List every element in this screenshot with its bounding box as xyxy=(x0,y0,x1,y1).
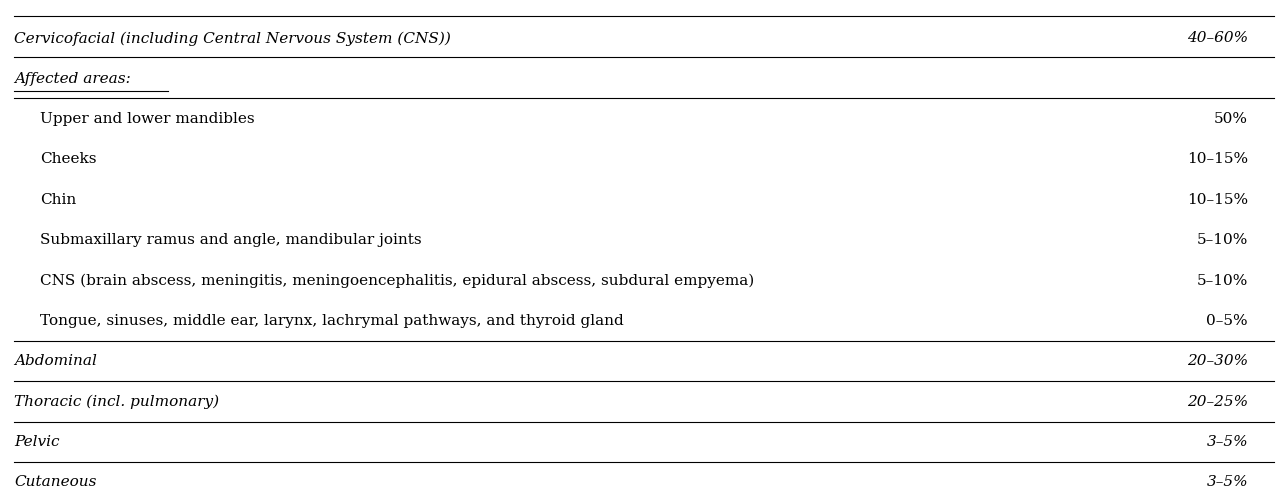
Text: 50%: 50% xyxy=(1215,112,1248,126)
Text: 5–10%: 5–10% xyxy=(1197,274,1248,288)
Text: CNS (brain abscess, meningitis, meningoencephalitis, epidural abscess, subdural : CNS (brain abscess, meningitis, meningoe… xyxy=(40,273,755,288)
Text: Thoracic (incl. pulmonary): Thoracic (incl. pulmonary) xyxy=(14,395,219,409)
Text: 3–5%: 3–5% xyxy=(1207,435,1248,449)
Text: 10–15%: 10–15% xyxy=(1188,152,1248,166)
Text: 20–25%: 20–25% xyxy=(1188,395,1248,408)
Text: Chin: Chin xyxy=(40,193,76,207)
Text: Upper and lower mandibles: Upper and lower mandibles xyxy=(40,112,255,126)
Text: Cervicofacial (including Central Nervous System (CNS)): Cervicofacial (including Central Nervous… xyxy=(14,31,451,46)
Text: 3–5%: 3–5% xyxy=(1207,475,1248,490)
Text: Cutaneous: Cutaneous xyxy=(14,475,97,490)
Text: 0–5%: 0–5% xyxy=(1207,314,1248,328)
Text: Cheeks: Cheeks xyxy=(40,152,97,166)
Text: 20–30%: 20–30% xyxy=(1188,354,1248,368)
Text: Submaxillary ramus and angle, mandibular joints: Submaxillary ramus and angle, mandibular… xyxy=(40,233,421,247)
Text: Pelvic: Pelvic xyxy=(14,435,59,449)
Text: 10–15%: 10–15% xyxy=(1188,193,1248,207)
Text: 5–10%: 5–10% xyxy=(1197,233,1248,247)
Text: 40–60%: 40–60% xyxy=(1188,31,1248,46)
Text: Affected areas:: Affected areas: xyxy=(14,72,131,86)
Text: Abdominal: Abdominal xyxy=(14,354,97,368)
Text: Tongue, sinuses, middle ear, larynx, lachrymal pathways, and thyroid gland: Tongue, sinuses, middle ear, larynx, lac… xyxy=(40,314,623,328)
